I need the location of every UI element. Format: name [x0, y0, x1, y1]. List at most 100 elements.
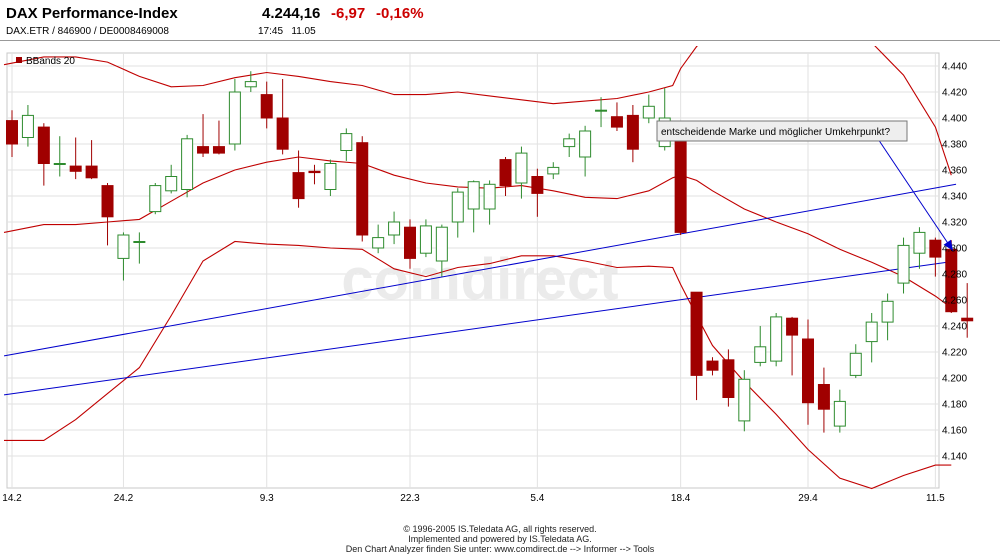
candle-body — [833, 400, 846, 427]
candle-body — [37, 126, 50, 164]
quote-timestamp: 17:45 11.05 — [258, 26, 316, 37]
candle-body — [754, 346, 767, 363]
candle — [404, 219, 416, 269]
bollinger-lower-line — [4, 240, 952, 490]
candle — [515, 146, 528, 199]
y-tick-label: 4.180 — [942, 400, 967, 411]
last-price: 4.244,16 — [262, 5, 321, 22]
candle — [324, 159, 337, 196]
candle — [642, 94, 655, 124]
candle — [181, 134, 194, 198]
candle-body — [626, 114, 639, 150]
candle-body — [913, 231, 926, 254]
y-tick-label: 4.200 — [942, 374, 967, 385]
x-tick-label: 22.3 — [400, 493, 420, 504]
candle-body — [563, 138, 576, 148]
grid — [7, 53, 939, 488]
candle — [340, 128, 353, 161]
candle-body — [6, 120, 18, 145]
candle — [308, 164, 321, 185]
index-title: DAX Performance-Index — [6, 5, 178, 22]
candle-body — [642, 105, 655, 119]
candle — [563, 133, 576, 157]
quote-time: 17:45 — [258, 26, 284, 37]
candle — [419, 219, 432, 258]
candle — [6, 110, 18, 157]
candle-body — [897, 244, 910, 284]
candle-body — [117, 234, 130, 259]
candle-body — [276, 117, 289, 150]
footer-link: Den Chart Analyzer finden Sie unter: www… — [345, 544, 655, 554]
candle-body — [483, 183, 496, 210]
candle-body — [531, 176, 544, 194]
candle-body — [133, 241, 146, 243]
candle-body — [451, 191, 464, 223]
candle — [451, 188, 464, 238]
candle — [754, 326, 767, 367]
candle-body — [706, 360, 719, 371]
annotation-box — [656, 120, 908, 142]
candle-body — [419, 225, 432, 254]
candle-body — [53, 163, 66, 165]
x-axis-labels: 14.2 24.2 9.3 22.3 5.4 18.4 29.4 11.5 — [2, 493, 945, 504]
candle-body — [228, 91, 241, 145]
candle — [770, 313, 783, 367]
candle — [467, 180, 480, 233]
price-change-percent: -0,16% — [376, 5, 424, 22]
candle — [722, 349, 735, 407]
candle — [833, 389, 846, 433]
candle — [228, 79, 241, 151]
candle-body — [324, 163, 337, 190]
x-tick-label: 18.4 — [671, 493, 691, 504]
candlestick-chart: comdirect 4.140 4.160 4.180 4.200 4.220 4.240… — [2, 46, 974, 504]
y-tick-label: 4.280 — [942, 270, 967, 281]
y-tick-label: 4.420 — [942, 88, 967, 99]
candle — [53, 136, 66, 177]
candle — [435, 224, 448, 277]
candle-body — [738, 378, 751, 422]
y-axis-labels: 4.140 4.160 4.180 4.200 4.220 4.240 4.260 4.280… — [942, 62, 967, 463]
candle-body — [149, 185, 162, 213]
legend: BBands 20 — [16, 56, 75, 67]
legend-swatch — [16, 57, 22, 63]
x-tick-label: 29.4 — [798, 493, 818, 504]
candle-body — [547, 166, 560, 175]
candle-body — [244, 81, 257, 88]
candle-body — [260, 94, 273, 119]
candle-body — [786, 317, 799, 336]
y-tick-label: 4.300 — [942, 244, 967, 255]
candle — [881, 293, 894, 341]
candle — [706, 357, 719, 376]
trendline — [3, 183, 957, 357]
candle — [21, 105, 34, 147]
candle-body — [722, 359, 735, 398]
watermark: comdirect — [341, 247, 618, 312]
candle-body — [340, 133, 353, 151]
candle — [595, 97, 608, 128]
candle — [483, 180, 496, 225]
candle-body — [404, 226, 416, 259]
candle-body — [610, 116, 623, 128]
candle — [165, 164, 178, 194]
candle — [356, 136, 369, 242]
candle — [626, 105, 639, 163]
candle-body — [388, 221, 401, 236]
candle — [260, 81, 273, 129]
candle-body — [372, 237, 385, 249]
candle — [690, 291, 703, 401]
trendline — [3, 260, 957, 396]
y-tick-label: 4.380 — [942, 140, 967, 151]
quote-date: 11.05 — [291, 26, 316, 37]
candle-body — [21, 114, 34, 139]
x-tick-label: 9.3 — [260, 493, 274, 504]
candle — [929, 237, 942, 277]
candle — [961, 283, 974, 338]
arrow-shaft — [879, 141, 954, 251]
candle-body — [212, 146, 225, 154]
bollinger-upper-line — [3, 46, 952, 176]
y-tick-label: 4.340 — [942, 192, 967, 203]
candle — [499, 157, 512, 196]
footer-powered: Implemented and powered by IS.Teledata A… — [408, 534, 592, 544]
arrow-head — [943, 239, 953, 251]
candle — [117, 232, 130, 281]
